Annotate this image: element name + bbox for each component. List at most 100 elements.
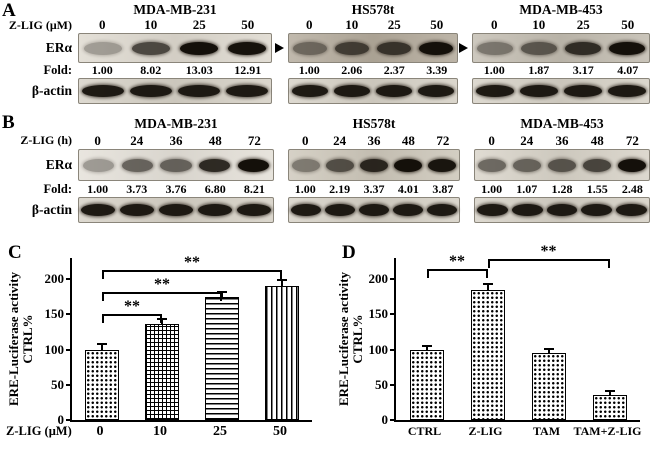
blot-lane xyxy=(473,34,517,62)
y-tick-mark xyxy=(66,313,71,316)
y-axis-label: ERE-Luciferase activity CTRL% xyxy=(6,239,37,439)
y-tick-label: 150 xyxy=(368,306,389,322)
fold-row: 1.00 8.02 13.03 12.91 xyxy=(78,63,272,78)
protein-band xyxy=(227,41,267,55)
blot-lane xyxy=(157,150,196,180)
protein-band xyxy=(129,85,173,97)
error-bar xyxy=(221,293,223,297)
plot-area: ** ** xyxy=(394,244,640,422)
protein-band xyxy=(160,158,192,172)
x-category-label: 50 xyxy=(273,424,287,439)
blot-lane xyxy=(175,34,223,62)
fold-row: 1.00 1.07 1.28 1.55 2.48 xyxy=(474,181,650,197)
dose-row: 0 10 25 50 xyxy=(78,17,272,33)
significance-label: ** xyxy=(449,252,465,270)
blot-lane xyxy=(415,79,457,103)
protein-band xyxy=(238,158,270,172)
blot-lane xyxy=(425,198,459,222)
fold-label: Fold: xyxy=(43,63,72,77)
dose-value: 50 xyxy=(241,17,255,32)
error-bar-cap xyxy=(97,342,107,345)
protein-band xyxy=(581,204,613,216)
blot-lane xyxy=(391,198,425,222)
dose-value: 10 xyxy=(532,17,546,32)
dose-value: 24 xyxy=(520,132,534,148)
dose-value: 0 xyxy=(491,17,498,32)
fold-row: 1.00 2.19 3.37 4.01 3.87 xyxy=(288,181,460,197)
protein-band xyxy=(478,158,507,172)
cell-line-name: MDA-MB-231 xyxy=(133,1,217,17)
error-bar xyxy=(486,284,489,290)
protein-band xyxy=(617,158,646,172)
arrowhead-icon xyxy=(275,43,284,53)
blot-lane xyxy=(234,198,273,222)
y-tick-mark xyxy=(66,278,71,281)
fold-row: 1.00 2.06 2.37 3.39 xyxy=(288,63,458,78)
fold-value: 1.00 xyxy=(87,181,109,196)
blot-lane xyxy=(391,150,425,180)
y-tick-label: 200 xyxy=(44,271,65,287)
error-bar xyxy=(101,344,103,350)
protein-band xyxy=(511,204,543,216)
protein-band xyxy=(236,204,271,216)
error-bar xyxy=(425,346,428,350)
blot-lane xyxy=(614,198,649,222)
x-category-label: CTRL xyxy=(407,424,442,438)
er-alpha-label: ERα xyxy=(45,157,72,172)
treatment-label: Z-LIG (h) xyxy=(20,133,72,147)
bar xyxy=(265,286,299,420)
fold-value: 2.37 xyxy=(383,63,405,77)
fold-label: Fold: xyxy=(43,181,72,196)
fold-value: 1.00 xyxy=(294,181,316,196)
significance-bracket xyxy=(487,259,610,269)
protein-band xyxy=(417,85,455,97)
fold-value: 3.37 xyxy=(363,181,385,196)
protein-band xyxy=(519,85,559,97)
error-bar-cap xyxy=(543,348,554,351)
protein-band xyxy=(616,204,647,216)
blot-lane xyxy=(127,79,175,103)
protein-band xyxy=(83,41,123,55)
y-tick-mark xyxy=(390,419,395,421)
er-alpha-blot xyxy=(288,33,458,63)
blot-lane xyxy=(79,34,127,62)
protein-band xyxy=(325,204,355,216)
fold-value: 8.02 xyxy=(140,63,162,77)
y-tick-mark xyxy=(66,419,71,421)
beta-actin-label: β-actin xyxy=(31,202,72,217)
error-bar-cap xyxy=(277,278,287,281)
dose-row: 0 10 25 50 xyxy=(288,17,458,33)
dose-row: 0 24 36 48 72 xyxy=(288,132,460,149)
dose-value: 36 xyxy=(555,132,569,148)
cell-line-name: HS578t xyxy=(351,1,395,17)
error-bar-cap xyxy=(217,291,227,294)
fold-value: 13.03 xyxy=(185,63,213,77)
blot-lane xyxy=(79,79,127,103)
significance-bracket xyxy=(426,268,488,278)
blot-lane xyxy=(373,34,415,62)
y-axis-label: ERE-Luciferase activity CTRL% xyxy=(336,239,367,439)
protein-band xyxy=(427,204,457,216)
error-bar xyxy=(608,391,611,396)
x-category-label: Z-LIG xyxy=(468,424,503,438)
protein-band xyxy=(546,204,578,216)
blot-lane xyxy=(223,79,271,103)
bar xyxy=(531,353,566,420)
blot-lane xyxy=(475,150,510,180)
blot-lane xyxy=(127,34,175,62)
blot-lane xyxy=(473,79,517,103)
protein-band xyxy=(377,41,411,55)
blot-lane xyxy=(331,79,373,103)
protein-band xyxy=(121,158,153,172)
protein-band xyxy=(609,41,645,55)
protein-band xyxy=(81,204,116,216)
protein-band xyxy=(177,85,221,97)
blot-lane xyxy=(79,150,118,180)
y-axis-label-line: ERE-Luciferase activity xyxy=(6,272,21,406)
dose-value: 36 xyxy=(169,132,183,148)
protein-band xyxy=(477,204,508,216)
beta-actin-label: β-actin xyxy=(31,83,72,98)
beta-actin-blot xyxy=(78,78,272,104)
plot-area: ** ** ** xyxy=(70,254,312,422)
